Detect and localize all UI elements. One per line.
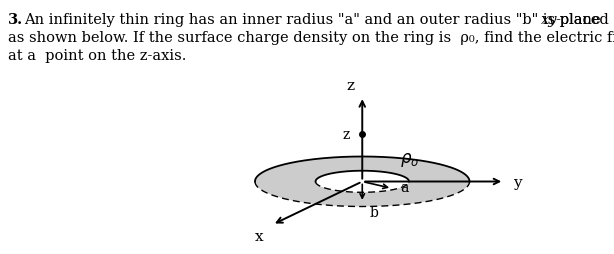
Ellipse shape [255, 157, 470, 207]
Text: y: y [513, 175, 521, 189]
Text: xy: xy [541, 13, 558, 27]
Text: z: z [346, 78, 354, 92]
Text: at a  point on the z-axis.: at a point on the z-axis. [8, 49, 187, 63]
Text: An infinitely thin ring has an inner radius "a" and an outer radius "b" is place: An infinitely thin ring has an inner rad… [24, 13, 614, 27]
Text: 3.: 3. [8, 13, 23, 27]
Text: x: x [255, 229, 263, 243]
Text: z: z [343, 127, 350, 141]
Text: as shown below. If the surface charge density on the ring is  ρ₀, find the elect: as shown below. If the surface charge de… [8, 31, 614, 45]
Text: $\rho_o$: $\rho_o$ [400, 150, 419, 168]
Text: b: b [369, 205, 378, 219]
Text: a: a [401, 181, 409, 195]
Text: -plane: -plane [555, 13, 600, 27]
Ellipse shape [316, 171, 409, 193]
